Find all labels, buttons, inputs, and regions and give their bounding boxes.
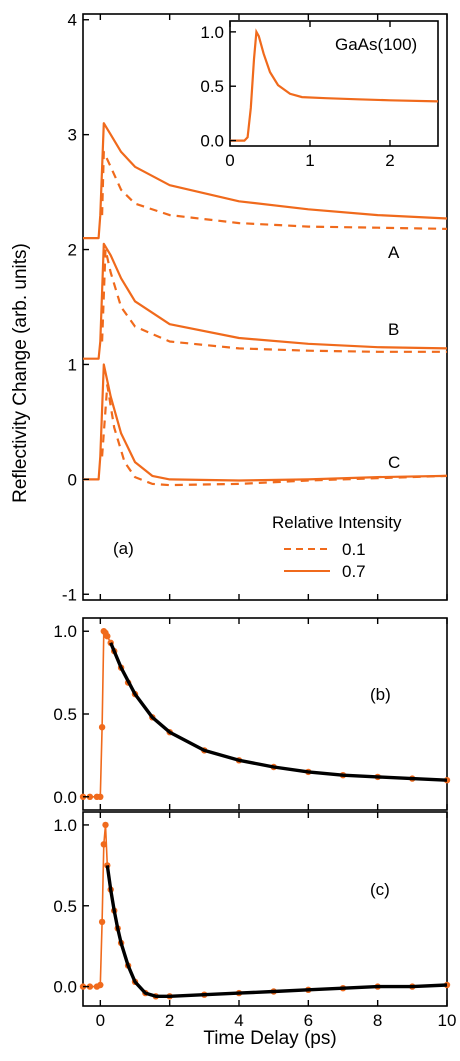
inset-series [230,28,439,142]
panel-c-xtick-label-0: 0 [96,1011,105,1030]
panel-b-data-point-4 [98,724,106,731]
series-a-dashed-line [101,150,448,230]
panel-b-data-line [83,629,448,798]
inset: 0 1 2 0.0 0.5 1.0 GaAs(100) [200,20,439,170]
panel-a: -1 0 1 2 3 4 (a) A B C Relative Intensity 0.1… [62,11,448,604]
inset-series-line [230,28,439,142]
inset-xtick-label-2: 2 [385,151,394,170]
panel-b-series [79,628,451,800]
panel-c-series [79,821,451,1000]
y-axis-title: Reflectivity Change (arb. units) [10,243,31,503]
panel-a-ytick-label-2: 1 [68,355,77,374]
panel-c-data-point-6 [102,821,109,829]
panel-c-label: (c) [370,880,390,899]
inset-frame [229,20,439,147]
panel-a-label: (a) [113,539,134,558]
panel-b-fit-line [109,642,448,782]
panel-b-ytick-label-2: 1.0 [53,622,77,641]
series-a-solid-line [83,122,448,240]
inset-ticks: 0 1 2 0.0 0.5 1.0 [200,21,395,170]
panel-b-label: (b) [370,685,391,704]
curve-label-c: C [388,453,400,472]
inset-background [230,21,438,146]
panel-b-data-point-7 [104,633,111,640]
panel-c-xtick-label-4: 8 [373,1011,382,1030]
panel-c-xtick-label-2: 4 [234,1011,243,1030]
panel-c-data-point-3 [97,981,104,989]
panel-b-ticks: 0.0 0.5 1.0 [53,618,448,810]
panel-b-data-point-3 [97,793,104,800]
panel-c-data-point-4 [98,918,106,926]
panel-c-data-line [83,824,448,998]
legend-dashed-label: 0.1 [342,540,366,559]
series-b-solid-line [83,242,448,360]
panel-b-ytick-label-0: 0.0 [53,788,77,807]
panel-a-ytick-label-0: -1 [62,585,77,604]
panel-c-ytick-label-2: 1.0 [53,816,77,835]
panel-b-frame [82,617,448,811]
panel-c-xtick-label-5: 10 [438,1011,457,1030]
panel-c-fit-line [105,865,448,998]
inset-ytick-label-0: 0.0 [200,132,224,151]
panel-b: 0.0 0.5 1.0 (b) [53,617,451,811]
panel-a-ytick-label-1: 0 [68,470,77,489]
legend-solid-label: 0.7 [342,562,366,581]
panel-a-ytick-label-5: 4 [68,11,77,30]
curve-label-b: B [388,320,399,339]
panel-c-xtick-label-1: 2 [165,1011,174,1030]
panel-c-ytick-label-1: 0.5 [53,897,77,916]
panel-b-ytick-label-1: 0.5 [53,705,77,724]
legend-title: Relative Intensity [272,513,402,532]
curve-label-a: A [388,243,400,262]
panel-a-ytick-label-3: 2 [68,241,77,260]
inset-ytick-label-1: 0.5 [200,77,224,96]
legend: Relative Intensity 0.1 0.7 [272,513,402,581]
panel-c-ticks: 0 2 4 6 8 10 0.0 0.5 1.0 [53,812,456,1030]
panel-c-ytick-label-0: 0.0 [53,978,77,997]
inset-title: GaAs(100) [335,35,417,54]
series-b-dashed-line [101,248,447,353]
x-axis-title: Time Delay (ps) [203,1028,336,1049]
panel-a-ytick-label-4: 3 [68,126,77,145]
panel-a-frame [82,13,448,601]
panel-a-ticks: -1 0 1 2 3 4 [62,11,448,604]
panel-c: 0 2 4 6 8 10 0.0 0.5 1.0 (c) [53,811,456,1030]
panel-b-data-point-1 [86,793,94,800]
inset-xtick-label-0: 0 [225,151,234,170]
inset-ytick-label-2: 1.0 [200,23,224,42]
series-c-dashed-line [101,384,448,487]
panel-a-series [83,122,448,487]
panel-c-frame [82,811,448,1007]
panel-c-data-point-1 [86,983,94,990]
panel-c-xtick-label-3: 6 [304,1011,313,1030]
panel-c-data-point-5 [100,841,108,848]
inset-xtick-label-1: 1 [305,151,314,170]
